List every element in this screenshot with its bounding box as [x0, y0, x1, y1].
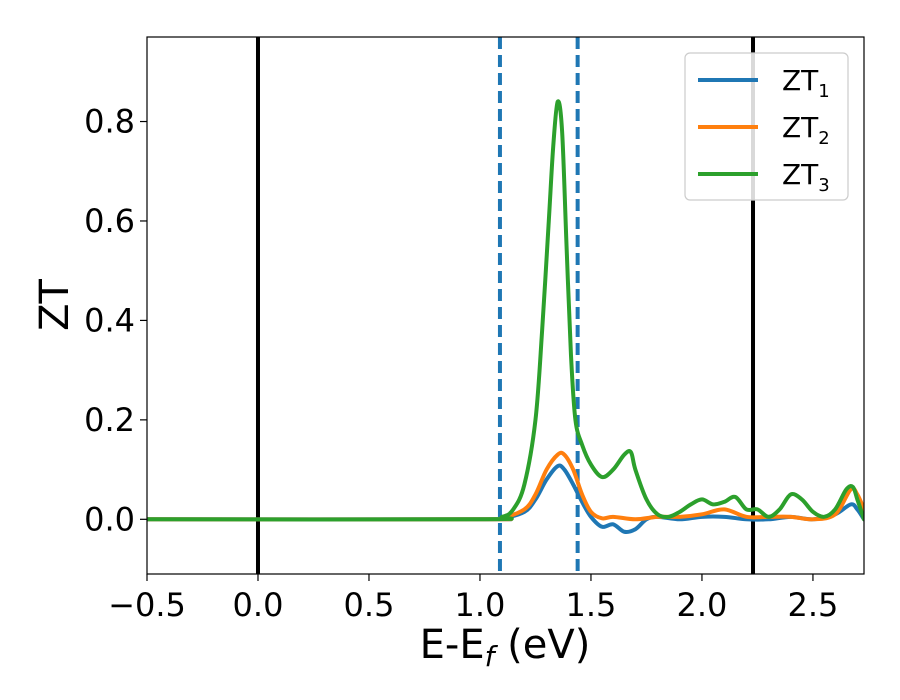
x-axis: −0.5 0.0 0.5 1.0 1.5 2.0 2.5 [108, 574, 838, 624]
x-axis-label-main: E-E [420, 622, 485, 668]
y-tick-label: 0.8 [84, 103, 135, 141]
legend-box [684, 52, 849, 201]
legend: ZT1 ZT2 ZT3 [684, 52, 849, 201]
y-tick-label: 0.4 [84, 301, 135, 339]
plot-frame [146, 36, 865, 575]
x-tick-label: 1.5 [566, 586, 617, 624]
legend-label-1: ZT1 [782, 64, 830, 102]
series-line-3 [147, 99, 864, 522]
y-axis-label: ZT [32, 279, 78, 331]
x-tick-label: 0.0 [233, 586, 284, 624]
y-axis: 0.0 0.2 0.4 0.6 0.8 [84, 103, 147, 538]
x-axis-label: E-Ef (eV) [420, 622, 591, 673]
x-tick-label: −0.5 [108, 586, 186, 624]
y-tick-label: 0.2 [84, 401, 135, 439]
x-tick-label: 2.0 [677, 586, 728, 624]
x-tick-label: 2.5 [787, 586, 838, 624]
y-tick-label: 0.0 [84, 500, 135, 538]
y-tick-label: 0.6 [84, 202, 135, 240]
x-tick-label: 0.5 [344, 586, 395, 624]
series-lines [147, 99, 864, 534]
x-tick-label: 1.0 [455, 586, 506, 624]
x-axis-label-unit: (eV) [494, 622, 590, 668]
legend-label-2: ZT2 [782, 111, 830, 149]
legend-label-3: ZT3 [782, 158, 830, 196]
series-line-2 [147, 450, 864, 522]
